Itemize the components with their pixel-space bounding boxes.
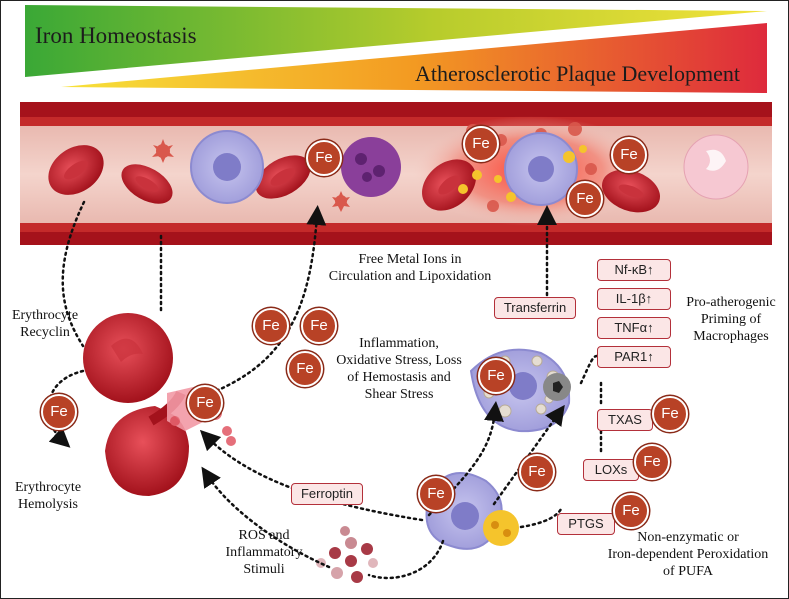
il1b-box: IL-1β↑ — [597, 288, 671, 310]
pro-atherogenic-label: Pro-atherogenic Priming of Macrophages — [686, 295, 776, 344]
fe-badge: Fe — [41, 394, 77, 430]
arrow-ptgs — [519, 507, 563, 529]
fe-badge: Fe — [567, 181, 603, 217]
arrow-ferroptin — [199, 429, 424, 522]
fe-badge: Fe — [253, 308, 289, 344]
platelet — [332, 191, 350, 212]
arrow-free-ions — [209, 205, 327, 395]
transferrin-box: Transferrin — [494, 297, 576, 319]
activated-macrophage-yellow — [483, 510, 519, 546]
fe-badge: Fe — [652, 396, 688, 432]
platelet — [152, 139, 174, 163]
fe-badge: Fe — [187, 385, 223, 421]
par1-box: PAR1↑ — [597, 346, 671, 368]
erythrocyte-recycling-cell — [83, 313, 173, 403]
activated-monocyte — [504, 132, 578, 206]
iron-homeostasis-banner — [25, 5, 767, 77]
monocyte — [190, 130, 264, 204]
red-blood-cell — [601, 169, 661, 213]
erythrocyte-hemolysis-label: Erythrocyte Hemolysis — [14, 480, 82, 512]
arrow-ros — [201, 466, 331, 569]
non-enzymatic-label: Non-enzymatic or Iron-dependent Peroxida… — [607, 530, 769, 579]
fe-badge: Fe — [301, 308, 337, 344]
plaque-development-banner — [61, 23, 767, 93]
loxs-box: LOXs — [583, 459, 639, 481]
mast-cell — [683, 134, 749, 200]
plaque-development-title: Atherosclerotic Plaque Development — [415, 61, 741, 86]
fe-badge: Fe — [418, 476, 454, 512]
inflammation-label: Inflammation, Oxidative Stress, Loss of … — [336, 336, 462, 402]
red-blood-cell — [422, 159, 476, 211]
ros-label: ROS and Inflammatory Stimuli — [225, 528, 303, 577]
fe-badge: Fe — [611, 137, 647, 173]
red-blood-cell — [121, 164, 173, 204]
nfkb-box: Nf-κB↑ — [597, 259, 671, 281]
fe-badge: Fe — [306, 140, 342, 176]
fe-badge: Fe — [478, 358, 514, 394]
neutrophil — [341, 137, 401, 197]
red-blood-cell — [48, 145, 104, 195]
ros-particles — [316, 526, 378, 583]
tnfa-box: TNFα↑ — [597, 317, 671, 339]
ferroptin-box: Ferroptin — [291, 483, 363, 505]
arrow-ros-to-mac — [367, 539, 445, 580]
fe-badge: Fe — [287, 351, 323, 387]
fe-badge: Fe — [613, 493, 649, 529]
fe-badge: Fe — [519, 454, 555, 490]
fe-badge: Fe — [634, 444, 670, 480]
arrow-rbc-down — [61, 200, 86, 348]
fe-badge: Fe — [463, 126, 499, 162]
iron-homeostasis-title: Iron Homeostasis — [35, 23, 197, 48]
free-metal-ions-label: Free Metal Ions in Circulation and Lipox… — [328, 252, 492, 284]
ptgs-box: PTGS — [557, 513, 615, 535]
txas-box: TXAS — [597, 409, 653, 431]
arrow-to-priming — [579, 354, 599, 385]
erythrocyte-recycling-label: Erythrocyte Recyclin — [11, 308, 79, 340]
red-blood-cell — [255, 155, 311, 199]
